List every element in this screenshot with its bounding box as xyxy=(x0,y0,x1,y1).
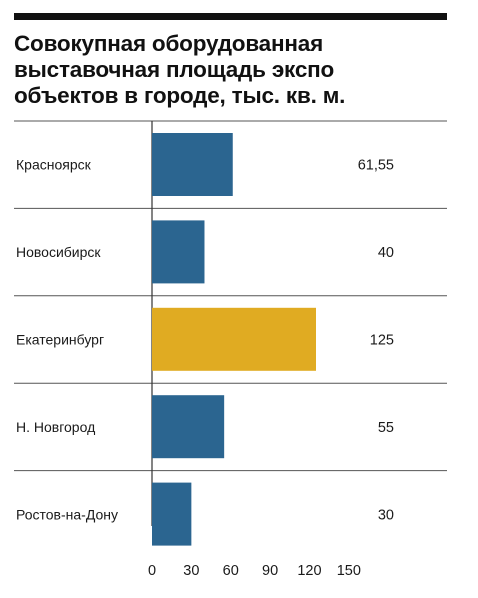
data-label: 55 xyxy=(378,420,394,436)
data-label: 61,55 xyxy=(358,158,394,174)
bar xyxy=(152,307,316,371)
category-label: Ростов-на-Дону xyxy=(16,506,118,522)
chart-title: Совокупная оборудованная выставочная пло… xyxy=(14,31,454,109)
top-rule xyxy=(14,13,447,20)
chart-title-line-2: выставочная площадь экспо xyxy=(14,57,335,82)
bar xyxy=(152,482,192,546)
bar xyxy=(152,133,233,196)
chart-title-line-3: объектов в городе, тыс. кв. м. xyxy=(14,83,346,108)
x-tick-label: 90 xyxy=(262,563,278,579)
data-label: 125 xyxy=(370,333,394,349)
category-label: Екатеринбург xyxy=(16,332,104,348)
x-tick-label: 0 xyxy=(148,563,156,579)
x-tick-label: 120 xyxy=(297,563,321,579)
data-label: 30 xyxy=(378,507,394,523)
chart-title-line-1: Совокупная оборудованная xyxy=(14,31,324,56)
x-tick-label: 30 xyxy=(183,563,199,579)
category-label: Красноярск xyxy=(16,157,92,173)
bar xyxy=(152,395,225,459)
x-tick-label: 150 xyxy=(337,563,361,579)
category-label: Новосибирск xyxy=(16,244,101,260)
x-tick-label: 60 xyxy=(223,563,239,579)
data-label: 40 xyxy=(378,245,394,261)
category-label: Н. Новгород xyxy=(16,419,95,435)
bar xyxy=(152,220,205,284)
